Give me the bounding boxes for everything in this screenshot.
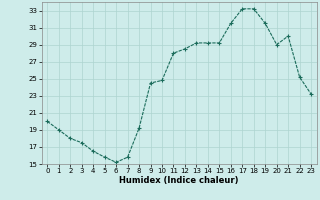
X-axis label: Humidex (Indice chaleur): Humidex (Indice chaleur) — [119, 176, 239, 185]
